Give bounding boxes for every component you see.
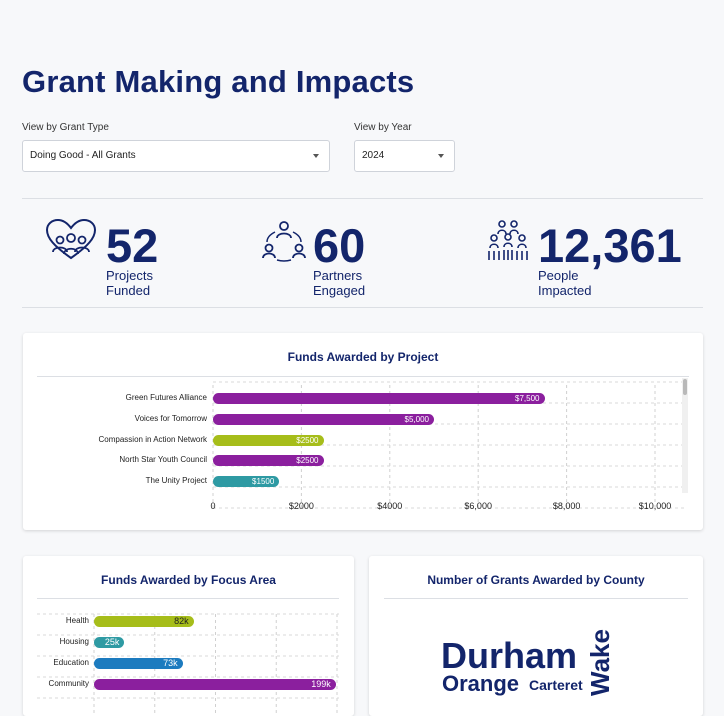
chart-title: Number of Grants Awarded by County: [427, 573, 645, 587]
x-tick-label: $4000: [377, 501, 403, 511]
page-title: Grant Making and Impacts: [22, 64, 415, 99]
divider-bottom: [22, 307, 703, 308]
focus-bar[interactable]: 25k: [94, 637, 125, 648]
county-word-durham[interactable]: Durham: [441, 635, 578, 676]
chart-scrollbar[interactable]: [682, 378, 688, 493]
grant-type-value: Doing Good - All Grants: [30, 150, 136, 161]
project-bar-label: Green Futures Alliance: [125, 393, 207, 402]
stat-value: 52: [106, 219, 159, 272]
card-rule: [37, 376, 689, 377]
year-value: 2024: [362, 150, 385, 161]
chevron-down-icon: [313, 154, 319, 158]
x-tick-label: $10,000: [638, 501, 672, 511]
chart-title: Funds Awarded by Project: [287, 350, 439, 364]
focus-bar-label: Community: [48, 679, 89, 688]
project-bar-label: North Star Youth Council: [119, 455, 207, 465]
stat-value: 12,361: [538, 219, 682, 272]
project-bar[interactable]: $2500: [213, 434, 324, 446]
county-word-carteret[interactable]: Carteret: [529, 677, 583, 693]
heart-people-icon: [45, 218, 97, 260]
network-people-icon: [262, 221, 306, 262]
x-tick-label: 0: [210, 501, 216, 511]
funds-by-focus-card: Funds Awarded by Focus Area Health 82k Hou…: [23, 556, 354, 716]
chevron-down-icon: [438, 154, 444, 158]
grant-type-select[interactable]: Doing Good - All Grants: [22, 140, 330, 172]
project-bar-label: The Unity Project: [145, 476, 207, 486]
stat-label: People Impacted: [538, 268, 592, 298]
county-word-wake[interactable]: Wake: [585, 629, 615, 696]
funds-by-project-card: Funds Awarded by Project Green Futures A…: [23, 333, 703, 530]
grant-type-label: View by Grant Type: [22, 122, 109, 133]
stat-label: Projects Funded: [106, 268, 153, 298]
project-bar[interactable]: $7,500: [213, 393, 545, 404]
county-word-orange[interactable]: Orange: [442, 671, 520, 696]
scroll-thumb[interactable]: [683, 379, 687, 395]
focus-bar-label: Housing: [59, 637, 89, 646]
stat-value: 60: [313, 219, 366, 272]
divider-top: [22, 198, 703, 199]
project-bar[interactable]: $2500: [213, 455, 324, 467]
year-label: View by Year: [354, 122, 412, 133]
card-rule: [37, 598, 339, 599]
x-tick-label: $8,000: [552, 501, 581, 511]
focus-bar-label: Health: [65, 616, 89, 625]
project-bar-label: Voices for Tomorrow: [134, 413, 207, 423]
grants-by-county-card: Number of Grants Awarded by County Durha…: [369, 556, 703, 716]
project-bar[interactable]: $1500: [213, 476, 280, 488]
card-rule: [384, 598, 688, 599]
crowd-icon: [488, 220, 528, 260]
x-tick-label: $6,000: [464, 501, 492, 511]
project-bar-label: Compassion in Action Network: [98, 434, 208, 444]
stat-label: Partners Engaged: [313, 268, 366, 298]
focus-bar[interactable]: 73k: [94, 658, 183, 669]
focus-bar-label: Education: [53, 658, 89, 667]
focus-bar[interactable]: 82k: [94, 616, 194, 627]
chart-title: Funds Awarded by Focus Area: [101, 573, 276, 587]
x-tick-label: $2000: [288, 501, 314, 511]
focus-grid: [37, 613, 339, 716]
focus-bar[interactable]: 199k: [94, 679, 336, 690]
project-bar[interactable]: $5,000: [213, 413, 434, 425]
year-select[interactable]: 2024: [354, 140, 455, 172]
